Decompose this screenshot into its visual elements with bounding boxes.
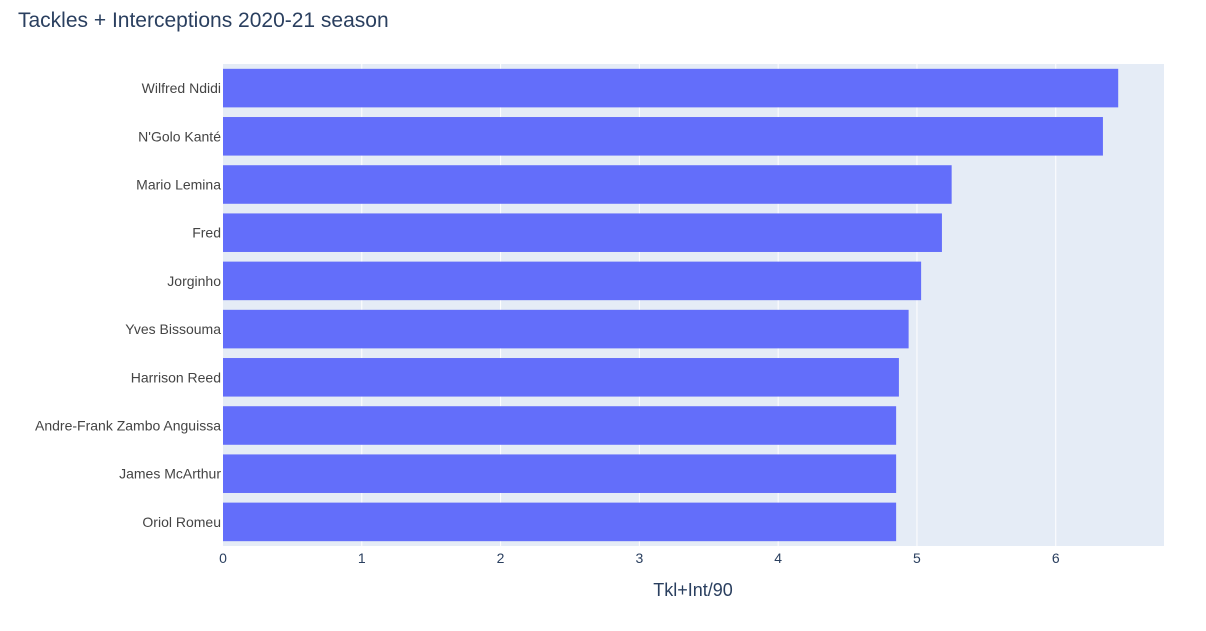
- category-label-9: James McArthur: [119, 466, 221, 482]
- category-label-2: N'Golo Kanté: [138, 128, 221, 144]
- bar-5: [223, 261, 922, 301]
- x-tick-label-4: 4: [774, 550, 782, 566]
- bar-6: [223, 309, 909, 349]
- bar-2: [223, 117, 1103, 156]
- category-label-10: Oriol Romeu: [142, 514, 221, 530]
- x-tick-label-2: 2: [497, 550, 505, 566]
- x-tick-label-0: 0: [219, 550, 227, 566]
- x-tick-labels: 0 1 2 3 4 5 6: [219, 550, 1060, 566]
- bars: [223, 68, 1119, 542]
- bar-1: [223, 68, 1119, 108]
- category-labels: Wilfred Ndidi N'Golo Kanté Mario Lemina Fre…: [35, 80, 221, 530]
- category-label-7: Harrison Reed: [131, 369, 221, 385]
- category-label-5: Jorginho: [167, 273, 221, 289]
- x-tick-label-1: 1: [358, 550, 366, 566]
- bar-9: [223, 454, 897, 493]
- category-label-4: Fred: [192, 225, 221, 241]
- category-label-1: Wilfred Ndidi: [142, 80, 221, 96]
- x-tick-label-3: 3: [635, 550, 643, 566]
- category-label-6: Yves Bissouma: [125, 321, 221, 337]
- x-tick-label-6: 6: [1052, 550, 1060, 566]
- bar-3: [223, 165, 952, 204]
- chart-title: Tackles + Interceptions 2020-21 season: [18, 9, 389, 32]
- bar-8: [223, 406, 897, 445]
- bar-4: [223, 213, 942, 252]
- x-axis-title: Tkl+Int/90: [653, 580, 733, 600]
- category-label-3: Mario Lemina: [136, 177, 221, 193]
- bar-7: [223, 358, 899, 397]
- x-tick-label-5: 5: [913, 550, 921, 566]
- bar-10: [223, 502, 897, 542]
- category-label-8: Andre-Frank Zambo Anguissa: [35, 418, 221, 434]
